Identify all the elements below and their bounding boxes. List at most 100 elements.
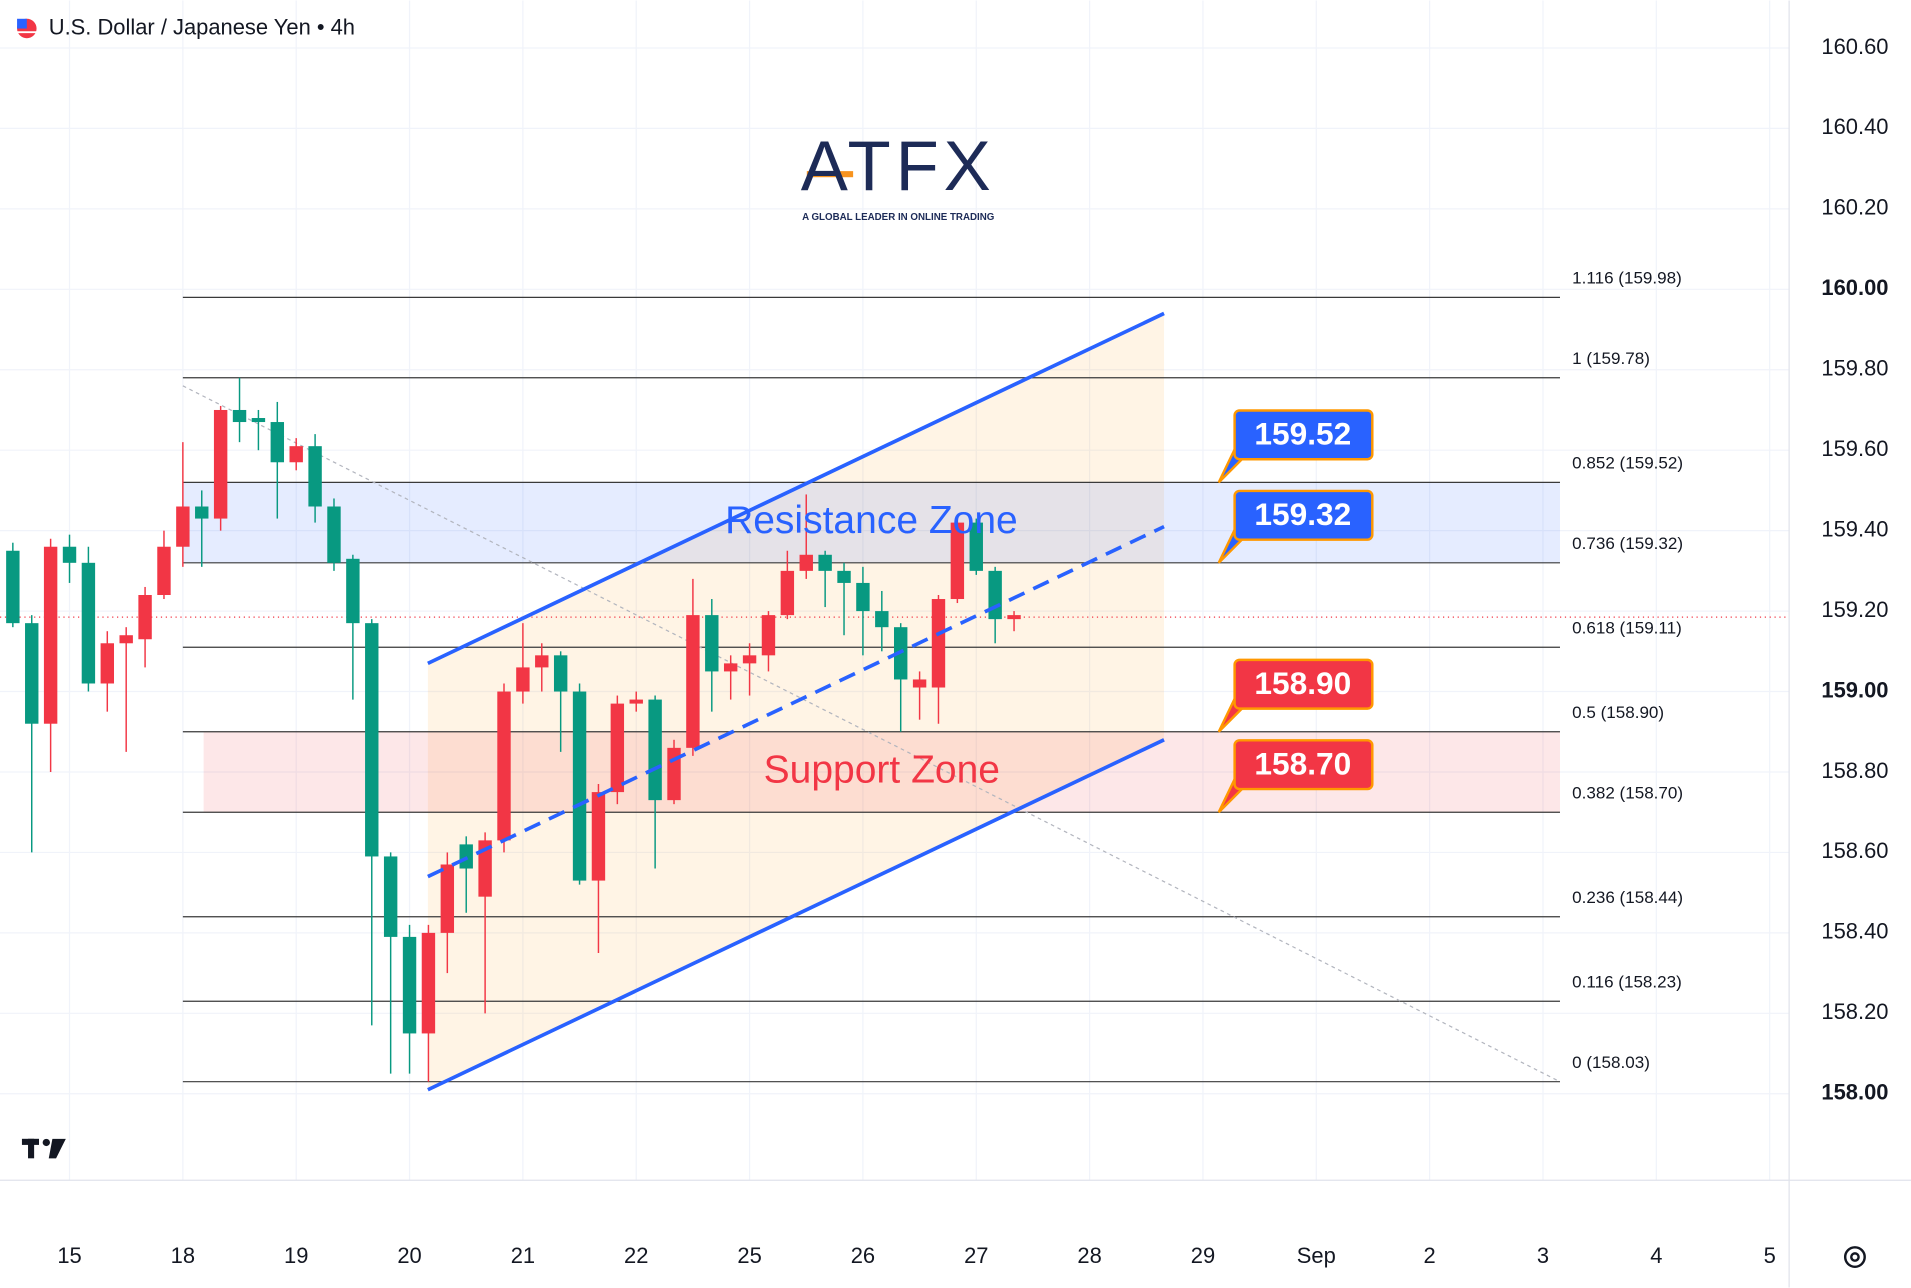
- candle-body: [629, 699, 643, 704]
- candle-body: [516, 667, 530, 692]
- x-tick-label: 15: [57, 1243, 81, 1268]
- y-tick-label: 158.60: [1821, 838, 1888, 863]
- candle-body: [799, 554, 813, 571]
- x-tick-label: 20: [397, 1243, 421, 1268]
- y-tick-label: 158.80: [1821, 758, 1888, 783]
- x-tick-label: 19: [284, 1243, 308, 1268]
- candle-body: [251, 418, 266, 423]
- zone-label: Support Zone: [764, 748, 1000, 791]
- fib-label: 0.618 (159.11): [1572, 619, 1682, 638]
- candle-body: [365, 623, 379, 857]
- candle-body: [43, 546, 58, 724]
- trend-line: [182, 385, 1561, 1083]
- candle-body: [346, 558, 360, 624]
- candle-body: [6, 550, 20, 624]
- candle-body: [761, 615, 776, 656]
- candle-body: [440, 864, 455, 933]
- candle-body: [686, 615, 700, 748]
- candle-body: [289, 446, 303, 463]
- y-tick-label: 160.00: [1821, 275, 1888, 300]
- logo: ATFX: [801, 126, 996, 205]
- candle-body: [969, 522, 983, 571]
- candle-body: [402, 936, 417, 1034]
- candle-body: [1007, 615, 1021, 620]
- fib-label: 0.116 (158.23): [1572, 972, 1682, 991]
- candle-body: [648, 699, 662, 801]
- candle-body: [119, 635, 133, 644]
- fib-label: 1 (159.78): [1572, 349, 1650, 368]
- callout-label: 159.52: [1254, 415, 1351, 451]
- callout-box: [1233, 409, 1374, 461]
- candle-body: [610, 703, 625, 793]
- candle-body: [25, 623, 39, 724]
- x-tick-label: 29: [1191, 1243, 1215, 1268]
- candle-body: [591, 792, 606, 881]
- x-tick-label: 5: [1764, 1243, 1776, 1268]
- tradingview-logo: [21, 1138, 66, 1159]
- candle-body: [270, 422, 285, 463]
- candle-body: [856, 582, 870, 612]
- callout-box: [1233, 658, 1374, 710]
- fib-label: 0.5 (158.90): [1572, 703, 1664, 722]
- y-tick-label: 160.60: [1821, 34, 1888, 59]
- settings-icon[interactable]: [1843, 1246, 1866, 1268]
- candle-body: [988, 570, 1002, 620]
- candle-body: [138, 595, 152, 640]
- callout-label: 158.90: [1254, 665, 1351, 701]
- plot-layer: 1.116 (159.98) 1 (159.78) 0.852 (159.52) 0.…: [0, 0, 1790, 1181]
- candle-body: [421, 932, 436, 1034]
- y-tick-label: 159.00: [1821, 677, 1888, 702]
- y-tick-label: 158.00: [1821, 1080, 1888, 1105]
- candle-body: [553, 655, 568, 692]
- x-tick-label: 18: [171, 1243, 195, 1268]
- candle-body: [195, 506, 209, 519]
- candle-body: [950, 522, 965, 600]
- candle-body: [62, 546, 77, 563]
- y-tick-label: 159.60: [1821, 436, 1888, 461]
- x-tick-label: 2: [1424, 1243, 1436, 1268]
- candle-body: [232, 409, 247, 423]
- callout-label: 158.70: [1254, 745, 1351, 781]
- x-tick-label: 21: [511, 1243, 535, 1268]
- y-tick-label: 159.40: [1821, 516, 1888, 541]
- candle-body: [742, 655, 757, 664]
- x-tick-label: 4: [1650, 1243, 1662, 1268]
- logo-accent: [806, 171, 854, 178]
- x-tick-label: 25: [737, 1243, 761, 1268]
- candle-body: [535, 655, 549, 668]
- candle-body: [327, 506, 341, 563]
- y-tick-label: 158.40: [1821, 919, 1888, 944]
- chart-title: U.S. Dollar / Japanese Yen • 4h: [49, 14, 355, 39]
- candle-body: [705, 615, 719, 672]
- candle-body: [572, 691, 587, 881]
- candle-body: [780, 570, 795, 616]
- channel-line: [427, 524, 1165, 879]
- candle-body: [818, 554, 832, 571]
- fib-label: 0.736 (159.32): [1572, 534, 1683, 553]
- candle-body: [723, 663, 738, 672]
- channel-line: [427, 311, 1165, 666]
- y-tick-label: 158.20: [1821, 999, 1888, 1024]
- candle-body: [308, 446, 322, 507]
- logo-tagline: A GLOBAL LEADER IN ONLINE TRADING: [802, 212, 994, 223]
- callout-label: 159.32: [1254, 496, 1351, 532]
- x-tick-label: 26: [851, 1243, 875, 1268]
- flag-icon: [17, 18, 37, 39]
- callout-box: [1233, 489, 1374, 541]
- candle-body: [931, 599, 946, 688]
- fib-label: 0 (158.03): [1572, 1053, 1650, 1072]
- y-tick-label: 160.20: [1821, 195, 1888, 220]
- candle-body: [176, 506, 190, 547]
- candle-body: [157, 546, 171, 596]
- channel-line: [427, 738, 1165, 1092]
- callout-box: [1233, 739, 1374, 791]
- fib-label: 0.382 (158.70): [1572, 783, 1683, 802]
- y-tick-label: 159.80: [1821, 356, 1888, 381]
- y-tick-label: 160.40: [1821, 114, 1888, 139]
- candle-body: [912, 679, 927, 688]
- candle-body: [213, 409, 228, 519]
- fib-label: 0.852 (159.52): [1572, 454, 1683, 473]
